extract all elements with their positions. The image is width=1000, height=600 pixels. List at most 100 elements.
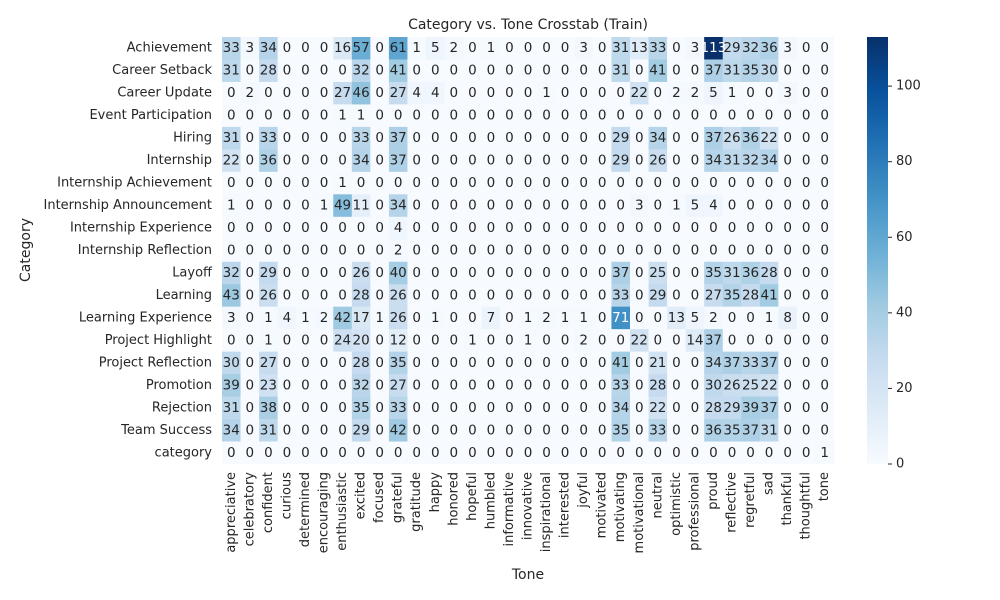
heatmap-cell	[611, 216, 631, 240]
cell-value-label: 0	[450, 175, 459, 191]
cell-value-label: 29	[649, 287, 666, 303]
cell-value-label: 0	[691, 130, 700, 146]
colorbar-tick-label: 80	[896, 154, 913, 169]
heatmap-cell	[537, 396, 557, 420]
heatmap-cell	[370, 351, 390, 375]
cell-value-label: 0	[820, 400, 829, 416]
heatmap-cell	[685, 329, 705, 353]
heatmap-cell	[741, 216, 761, 240]
heatmap-cell	[407, 81, 427, 105]
cell-value-label: 0	[802, 355, 811, 371]
cell-value-label: 31	[223, 130, 240, 146]
x-tick-label: proud	[706, 472, 721, 510]
heatmap-cell	[704, 261, 724, 285]
heatmap-cell	[463, 441, 483, 465]
cell-value-label: 0	[820, 310, 829, 326]
cell-value-label: 0	[450, 355, 459, 371]
heatmap-cell	[648, 104, 668, 128]
heatmap-cell	[351, 126, 371, 150]
heatmap-cell	[815, 419, 835, 442]
cell-value-label: 0	[338, 63, 347, 79]
cell-value-label: 14	[686, 332, 703, 348]
cell-value-label: 31	[260, 422, 277, 438]
heatmap-cell	[648, 419, 668, 442]
heatmap-cell	[704, 216, 724, 240]
cell-value-label: 0	[468, 445, 477, 461]
heatmap-cell	[667, 194, 687, 218]
heatmap-cell	[685, 37, 705, 60]
cell-value-label: 0	[283, 175, 292, 191]
cell-value-label: 0	[820, 355, 829, 371]
cell-value-label: 0	[561, 85, 570, 101]
heatmap-cell	[500, 37, 520, 60]
cell-value-label: 0	[524, 265, 533, 281]
heatmap-cell	[648, 37, 668, 60]
cell-value-label: 35	[723, 287, 740, 303]
cell-value-label: 0	[301, 355, 310, 371]
heatmap-cell	[407, 149, 427, 173]
cell-value-label: 0	[450, 243, 459, 259]
heatmap-cell	[388, 59, 408, 83]
y-tick-label: Project Highlight	[105, 333, 212, 348]
cell-value-label: 36	[260, 153, 277, 169]
heatmap-cell	[555, 284, 575, 308]
heatmap-cell	[685, 104, 705, 128]
cell-value-label: 0	[264, 220, 273, 236]
cell-value-label: 0	[802, 153, 811, 169]
cell-value-label: 0	[598, 400, 607, 416]
heatmap-cell	[537, 59, 557, 83]
heatmap-cell	[555, 216, 575, 240]
cell-value-label: 0	[468, 355, 477, 371]
cell-value-label: 0	[598, 265, 607, 281]
x-tick-label: excited	[354, 472, 369, 519]
heatmap-cell	[722, 171, 742, 195]
heatmap-cell	[500, 374, 520, 397]
cell-value-label: 0	[505, 153, 514, 169]
cell-value-label: 0	[820, 40, 829, 56]
cell-value-label: 0	[431, 287, 440, 303]
heatmap-cell	[685, 419, 705, 442]
heatmap-cell	[426, 239, 445, 263]
heatmap-cell	[796, 306, 816, 330]
heatmap-cell	[759, 329, 779, 353]
cell-value-label: 29	[612, 153, 629, 169]
heatmap-cell	[796, 216, 816, 240]
heatmap-cell	[240, 374, 260, 397]
cell-value-label: 1	[264, 332, 273, 348]
cell-value-label: 0	[505, 108, 514, 124]
heatmap-cell	[222, 104, 241, 128]
cell-value-label: 0	[320, 377, 329, 393]
cell-value-label: 0	[375, 175, 384, 191]
cell-value-label: 1	[338, 175, 347, 191]
cell-value-label: 0	[542, 355, 551, 371]
heatmap-cell	[704, 239, 724, 263]
heatmap-cell	[722, 329, 742, 353]
heatmap-cell	[240, 194, 260, 218]
heatmap-cell	[611, 194, 631, 218]
cell-value-label: 0	[301, 153, 310, 169]
cell-value-label: 0	[672, 63, 681, 79]
heatmap-cell	[444, 81, 464, 105]
cell-value-label: 0	[505, 130, 514, 146]
heatmap-cell	[500, 396, 520, 420]
heatmap-cell	[444, 441, 464, 465]
heatmap-cell	[388, 284, 408, 308]
heatmap-cell	[796, 261, 816, 285]
heatmap-cell	[240, 149, 260, 173]
heatmap-cell	[537, 37, 557, 60]
heatmap-cell	[314, 419, 334, 442]
cell-value-label: 0	[375, 400, 384, 416]
cell-value-label: 0	[802, 63, 811, 79]
heatmap-cell	[222, 396, 241, 420]
cell-value-label: 36	[705, 422, 722, 438]
cell-value-label: 1	[579, 310, 588, 326]
cell-value-label: 0	[468, 400, 477, 416]
cell-value-label: 32	[742, 40, 759, 56]
heatmap-cell	[500, 329, 520, 353]
cell-value-label: 37	[742, 422, 759, 438]
heatmap-cell	[407, 194, 427, 218]
x-tick-label: motivating	[613, 472, 628, 542]
heatmap-cell	[630, 37, 649, 60]
heatmap-cell	[667, 306, 687, 330]
cell-value-label: 0	[301, 400, 310, 416]
